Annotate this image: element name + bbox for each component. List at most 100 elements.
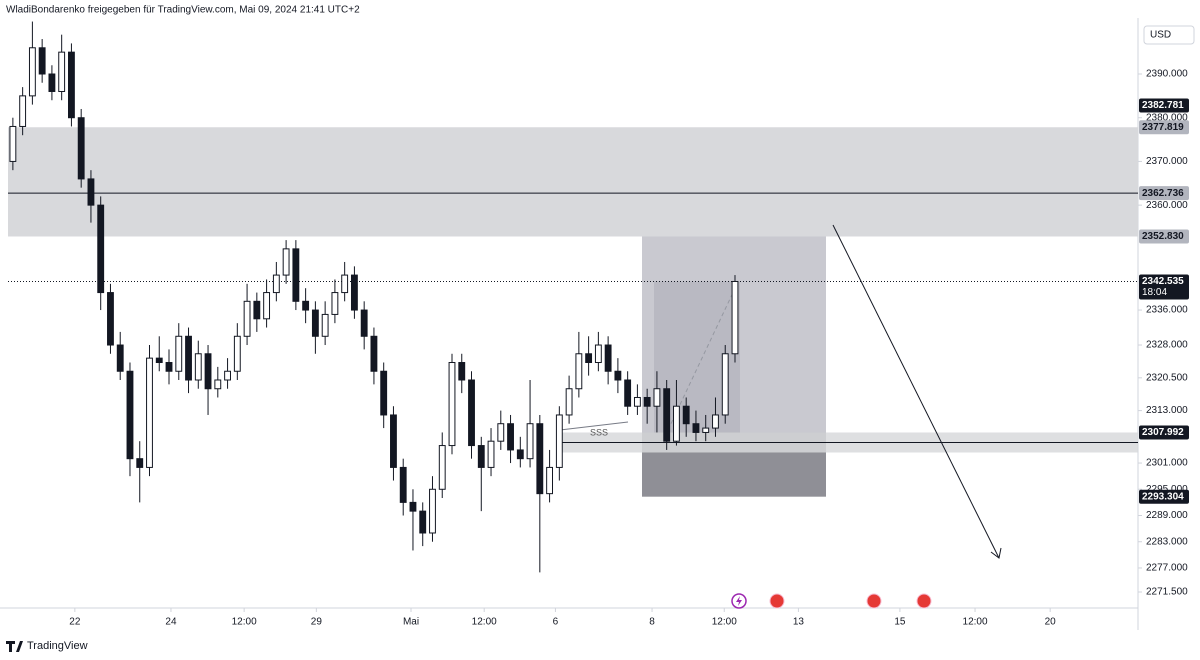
candle-body (487, 440, 495, 468)
candle-body (497, 423, 505, 442)
last-price-label: 2342.535 (1142, 276, 1184, 287)
candle-body (624, 379, 632, 407)
x-tick-label: 12:00 (472, 617, 497, 628)
sss-line (559, 421, 629, 431)
y-tick-label: 2328.000 (1146, 340, 1188, 351)
candle-body (204, 353, 212, 390)
candle-body (380, 370, 388, 416)
candle-body (331, 292, 339, 315)
arrow-line (832, 224, 1000, 559)
y-tick-label: 2301.000 (1146, 458, 1188, 469)
candle-body (302, 300, 310, 311)
candle-body (68, 51, 75, 119)
candle-body (458, 362, 466, 381)
candle-body (712, 414, 719, 429)
x-tick-label: 12:00 (712, 617, 737, 628)
x-tick-label: 13 (793, 617, 805, 628)
candle-body (477, 445, 485, 468)
candle-body (350, 274, 358, 311)
arrow-head (990, 547, 1002, 559)
candle-body (38, 47, 46, 75)
candle-body (77, 117, 85, 180)
price-label-box (1139, 98, 1189, 113)
candle-body (9, 125, 17, 162)
price-label-box (1139, 425, 1189, 440)
event-icon[interactable] (916, 593, 932, 609)
x-tick-label: 8 (649, 617, 655, 628)
candle-body (594, 344, 602, 364)
candle-body (214, 379, 222, 390)
y-tick-label: 2360.000 (1146, 200, 1188, 211)
x-tick-label: 29 (311, 617, 323, 628)
y-tick-label: 2320.500 (1146, 372, 1188, 383)
candle-body (546, 466, 554, 495)
candle-body (87, 178, 95, 206)
candle-body (253, 300, 261, 320)
x-tick-label: 20 (1045, 617, 1057, 628)
y-tick-label: 2283.000 (1146, 536, 1188, 547)
candle-body (409, 501, 417, 512)
candle-body (360, 309, 368, 337)
x-tick-label: 6 (553, 617, 559, 628)
y-tick-label: 2277.000 (1146, 563, 1188, 574)
candle-body (282, 248, 290, 276)
y-tick-label: 2380.000 (1146, 112, 1188, 123)
logo (6, 641, 23, 652)
currency: USD (1150, 30, 1171, 41)
y-tick-label: 2336.000 (1146, 305, 1188, 316)
candle-body (233, 335, 241, 372)
price-label: 2352.830 (1142, 231, 1184, 242)
y-tick-label: 2390.000 (1146, 69, 1188, 80)
y-tick-label: 2295.000 (1146, 484, 1188, 495)
price-label: 2362.736 (1142, 188, 1184, 199)
price-label: 2382.781 (1142, 100, 1184, 111)
event-icon[interactable] (866, 593, 882, 609)
candle-body (390, 414, 397, 468)
price-label: 2377.819 (1142, 122, 1184, 133)
candle-body (507, 423, 514, 451)
candle-body (429, 488, 436, 534)
candle-body (516, 449, 524, 460)
candle-body (243, 300, 251, 337)
candle-body (565, 388, 573, 416)
candle-body (19, 95, 27, 127)
candle-body (633, 396, 641, 407)
candle-body (614, 370, 622, 381)
price-label: 2307.992 (1142, 427, 1184, 438)
candle-body (165, 362, 173, 372)
candle-body (272, 274, 280, 294)
candle-body (155, 357, 163, 364)
header-title: WladiBondarenko freigegeben für TradingV… (6, 5, 360, 16)
candle-body (692, 423, 700, 433)
candle-body (468, 379, 475, 447)
candle-body (136, 458, 144, 468)
y-tick-label: 2370.000 (1146, 156, 1188, 167)
candle-body (526, 423, 534, 460)
candle-body (604, 344, 612, 372)
price-label-box (1139, 489, 1189, 504)
candle-body (194, 353, 202, 381)
event-icon[interactable] (769, 593, 785, 609)
candle-body (146, 357, 153, 468)
candle-body (311, 309, 319, 337)
candle-body (399, 466, 407, 503)
candle-body (536, 423, 544, 495)
plot: SSS 2390.000 2380.000 2370.000 2360.000 2336.… (8, 21, 1189, 628)
x-tick-label: 24 (165, 617, 177, 628)
currency-box[interactable] (1143, 25, 1195, 45)
candle-body (419, 510, 427, 534)
candle-body (721, 353, 729, 416)
candle-body (116, 344, 124, 372)
price-label-box (1139, 186, 1189, 201)
candle-body (97, 204, 105, 294)
candle-body (575, 353, 583, 390)
event-icon-bolt (736, 596, 742, 606)
price-label-box (1139, 229, 1189, 244)
candle-body (448, 362, 456, 447)
x-tick-label: 22 (69, 617, 81, 628)
candle-body (48, 73, 56, 92)
candle-body (292, 248, 300, 302)
